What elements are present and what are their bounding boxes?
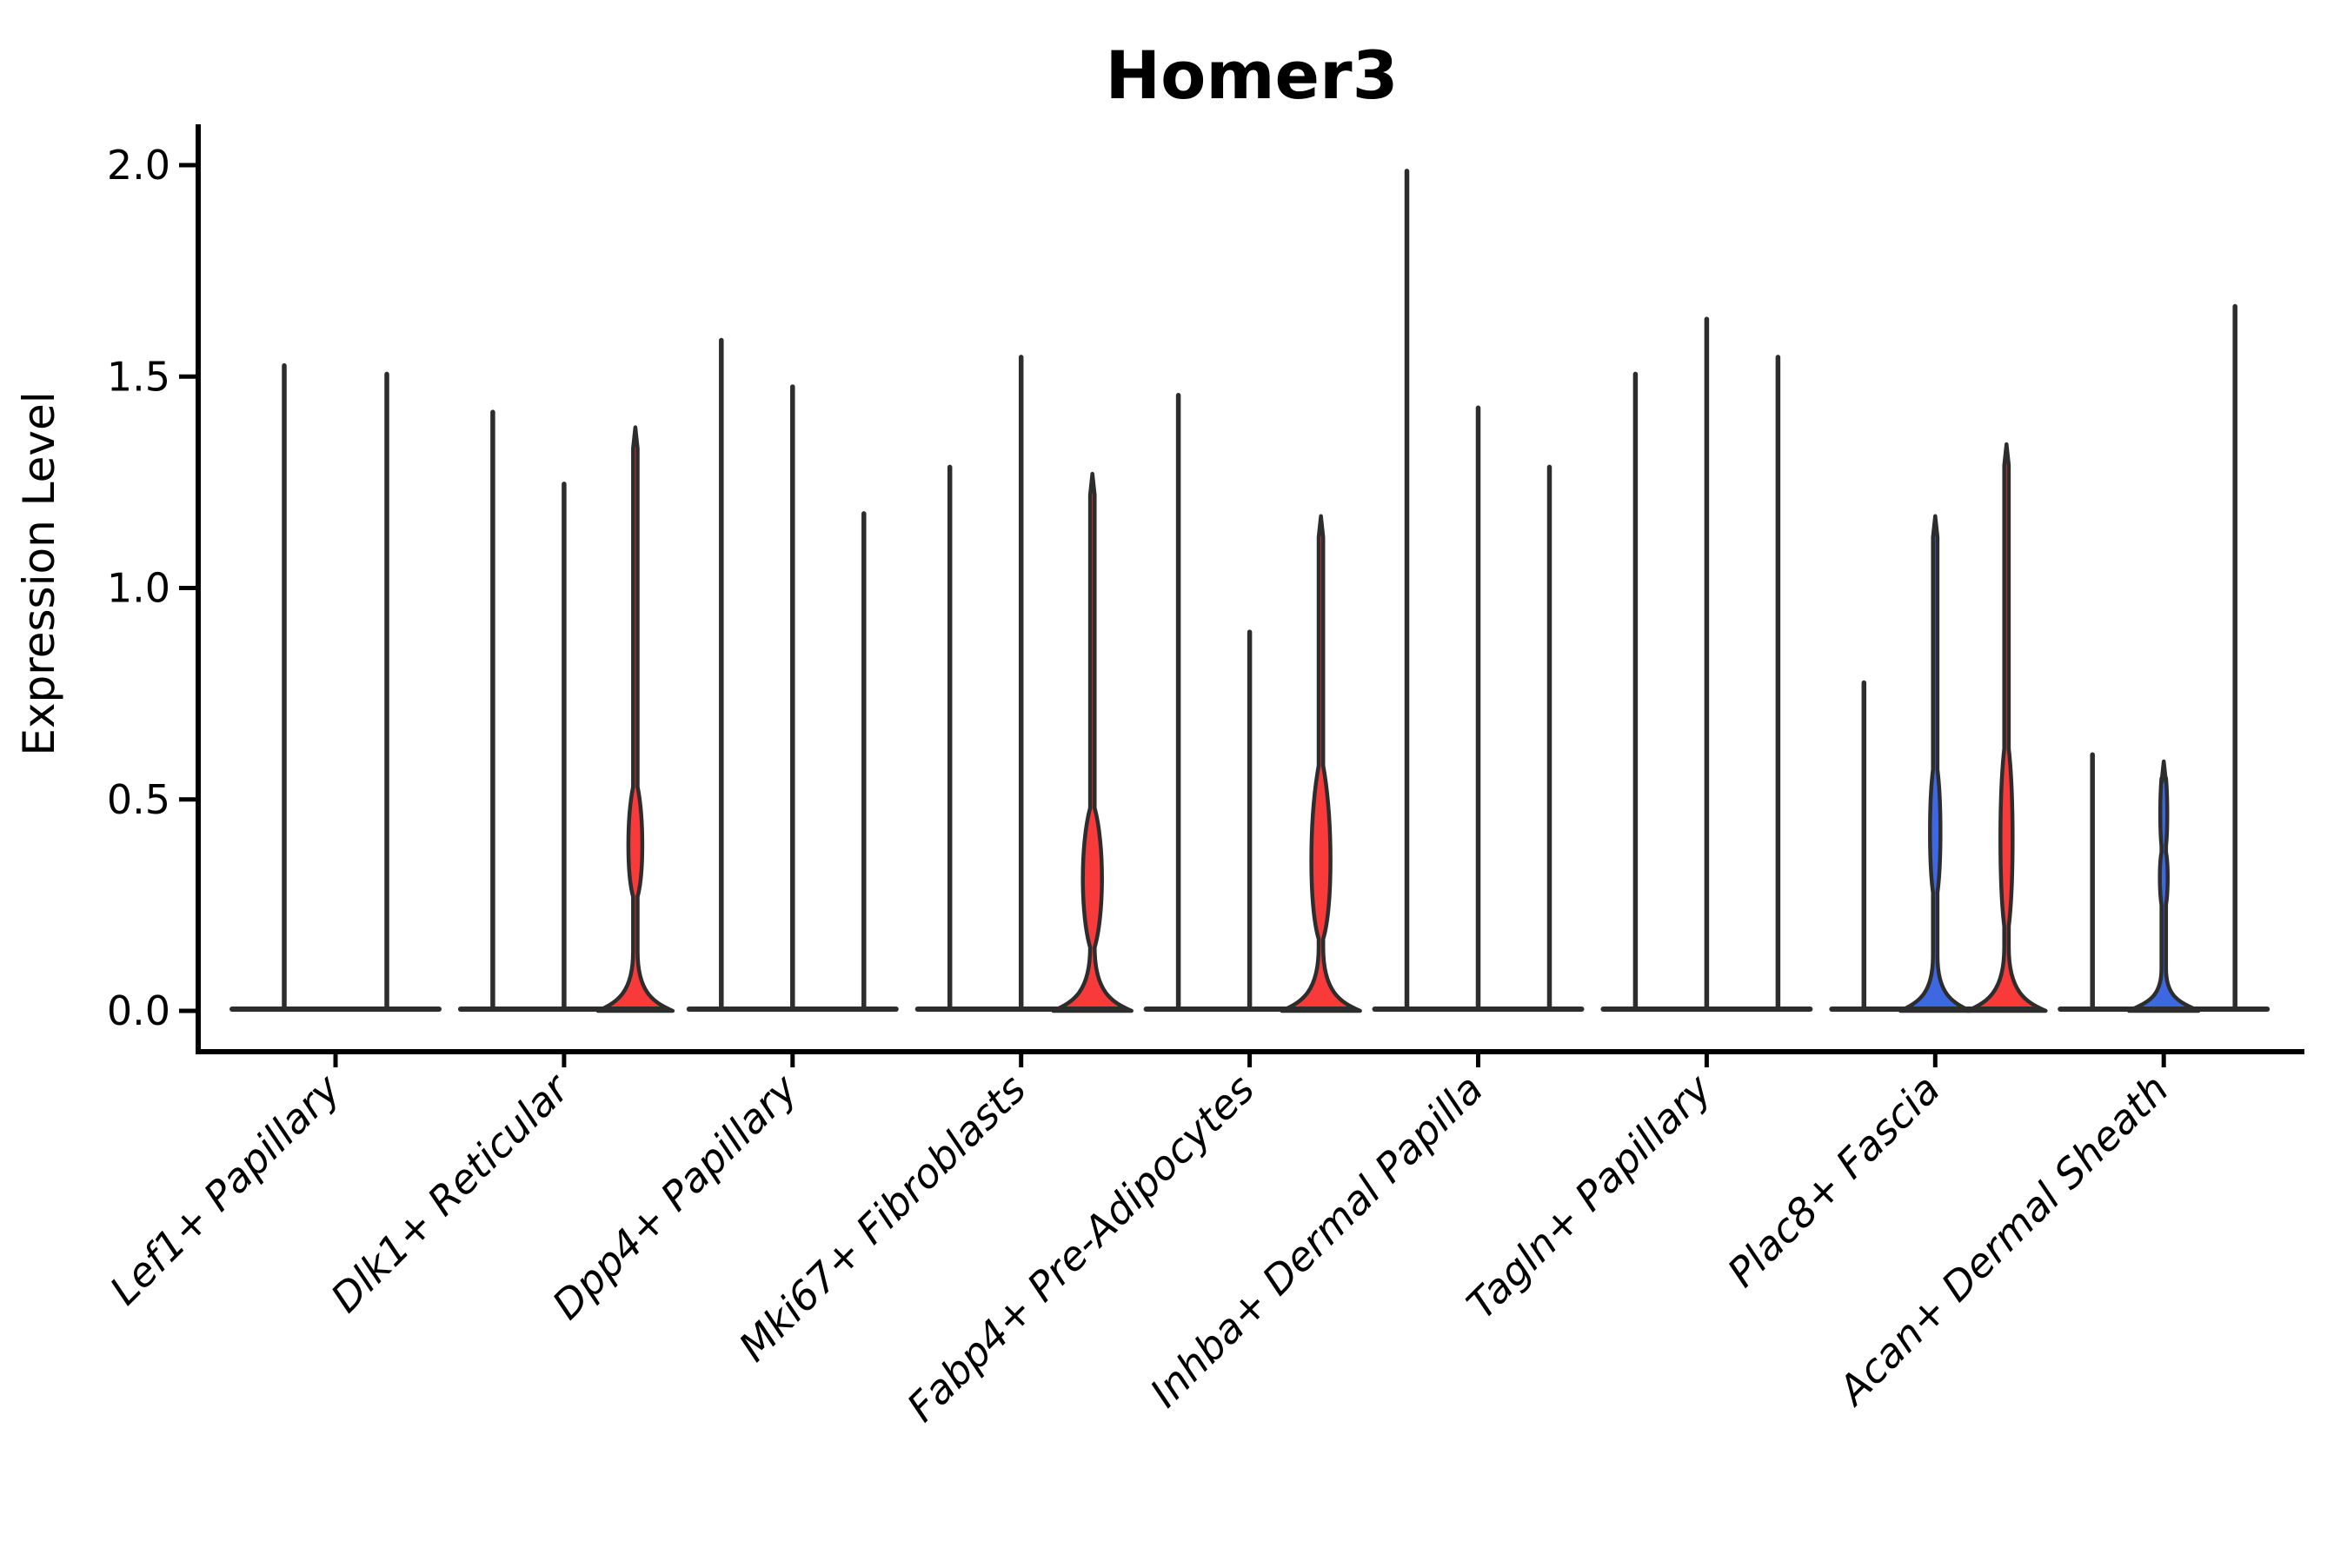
y-tick-label: 2.0 <box>107 142 170 189</box>
violin-body-red <box>1965 442 2048 1013</box>
violin-body-blue <box>1898 514 1972 1013</box>
x-tick-label: Plac8+ Fascia <box>1719 1066 1949 1296</box>
x-tick-label: Dlk1+ Reticular <box>322 1063 580 1321</box>
y-tick-label: 0.5 <box>107 776 170 823</box>
y-axis-title: Expression Level <box>14 391 64 755</box>
violin-body-red <box>595 425 675 1013</box>
x-tick-label: Dpp4+ Papillary <box>543 1065 807 1328</box>
x-tick-label: Tagln+ Papillary <box>1458 1065 1721 1328</box>
y-tick-label: 1.5 <box>107 353 170 400</box>
violin-body-red <box>1051 471 1134 1013</box>
y-tick-label: 0.0 <box>107 987 170 1034</box>
y-tick-label: 1.0 <box>107 565 170 612</box>
violin-body-blue <box>2126 759 2201 1013</box>
chart-title: Homer3 <box>1106 37 1399 114</box>
x-tick-label: Lef1+ Papillary <box>101 1065 349 1313</box>
violin-body-red <box>1280 514 1362 1013</box>
